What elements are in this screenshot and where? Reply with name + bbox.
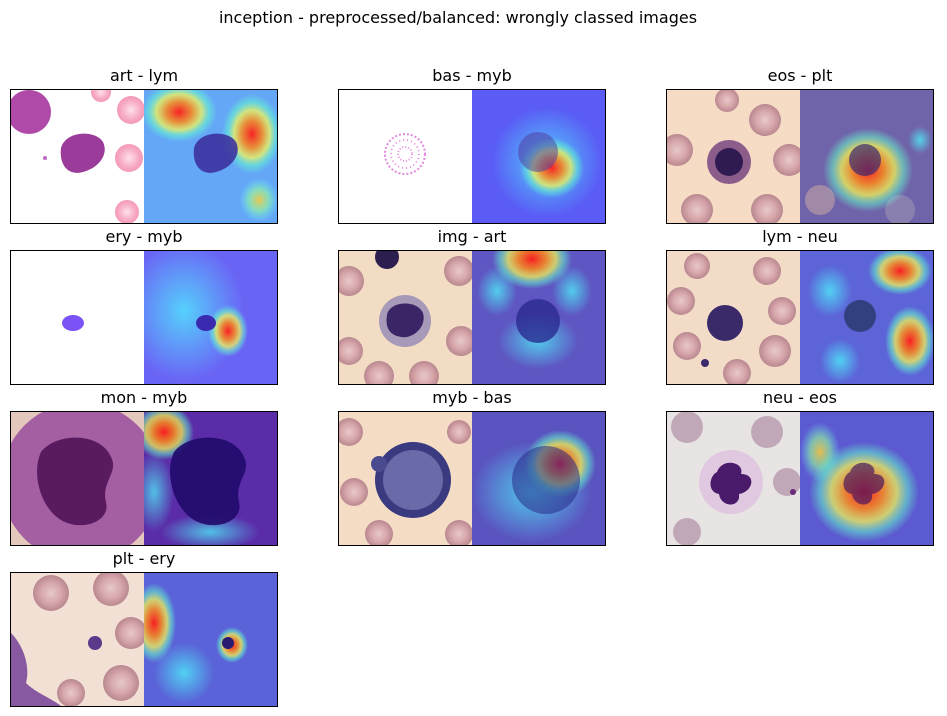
image-pair [338,89,606,224]
image-pair [338,250,606,385]
original-image [667,412,800,545]
panel-title: art - lym [109,66,179,85]
panel-plt-ery: plt - ery [10,549,278,707]
panel-title: bas - myb [432,66,512,85]
panel-neu-eos: neu - eos [666,388,934,546]
panel-img-art: img - art [338,227,606,385]
figure-title: inception - preprocessed/balanced: wrong… [218,8,698,27]
heatmap-overlay [144,573,277,706]
heatmap-overlay [472,251,605,384]
panel-art-lym: art - lym [10,66,278,224]
image-pair [666,89,934,224]
original-image [667,90,800,223]
original-image [339,251,472,384]
image-pair [10,250,278,385]
image-pair [10,89,278,224]
image-pair [10,572,278,707]
heatmap-overlay [472,412,605,545]
panel-title: eos - plt [767,66,833,85]
panel-ery-myb: ery - myb [10,227,278,385]
panel-mon-myb: mon - myb [10,388,278,546]
heatmap-overlay [144,90,277,223]
panel-title: img - art [437,227,507,246]
panel-lym-neu: lym - neu [666,227,934,385]
panel-title: lym - neu [762,227,838,246]
panel-eos-plt: eos - plt [666,66,934,224]
panel-bas-myb: bas - myb [338,66,606,224]
original-image [11,251,144,384]
heatmap-overlay [800,90,933,223]
panel-title: neu - eos [762,388,838,407]
original-image [339,90,472,223]
original-image [339,412,472,545]
heatmap-overlay [800,412,933,545]
panel-myb-bas: myb - bas [338,388,606,546]
image-pair [666,250,934,385]
panel-title: mon - myb [100,388,188,407]
panel-title: myb - bas [432,388,512,407]
image-pair [10,411,278,546]
heatmap-overlay [800,251,933,384]
panel-title: ery - myb [105,227,183,246]
heatmap-overlay [472,90,605,223]
panel-title: plt - ery [112,549,176,568]
original-image [11,90,144,223]
heatmap-overlay [144,412,277,545]
original-image [11,412,144,545]
original-image [667,251,800,384]
image-pair [338,411,606,546]
original-image [11,573,144,706]
image-pair [666,411,934,546]
heatmap-overlay [144,251,277,384]
